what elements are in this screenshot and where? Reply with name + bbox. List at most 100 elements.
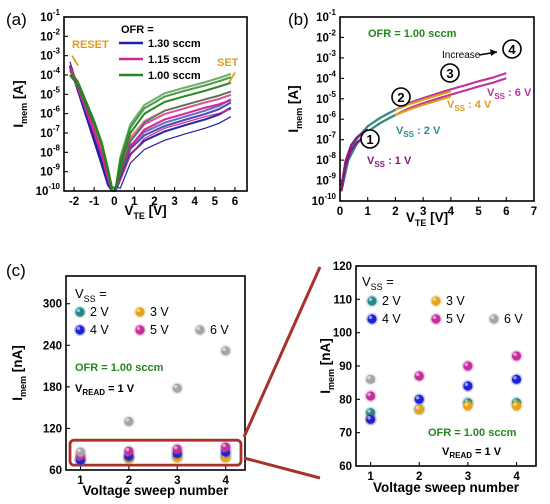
data-point <box>414 394 424 404</box>
series-return <box>69 70 232 188</box>
legend-label: 1.30 sccm <box>148 38 201 50</box>
legend-marker <box>195 325 205 335</box>
legend-title: OFR = <box>121 24 154 36</box>
x-tick-label: 6 <box>503 206 509 218</box>
data-point <box>221 442 231 452</box>
series-label-part: V <box>396 125 404 137</box>
data-point-highlight <box>464 382 469 387</box>
y-tick-label: 60 <box>49 465 62 477</box>
legend-label-part: 2 V <box>90 305 109 319</box>
x-tick-label-part: -1 <box>89 196 100 208</box>
legend-label-part: 1.15 sccm <box>148 54 201 66</box>
ofr-text-part: OFR = 1.00 sccm <box>75 362 164 374</box>
data-point <box>365 374 376 384</box>
data-point <box>365 414 376 424</box>
y-tick-label-part: 80 <box>339 394 352 406</box>
y-tick-label: 60 <box>339 461 352 473</box>
x-tick-label: 3 <box>465 471 471 483</box>
y-tick-label-part: 10 <box>316 73 329 85</box>
legend-marker-highlight <box>136 308 141 313</box>
y-tick-label-part: -2 <box>53 27 61 36</box>
series-label: VSS : 2 V <box>396 125 441 139</box>
y-tick-label-part: -9 <box>329 172 337 181</box>
panel-a-label: (a) <box>6 10 27 29</box>
data-point <box>221 346 231 356</box>
legend-marker <box>431 314 441 324</box>
y-tick-label-part: 10 <box>40 31 53 43</box>
panel-b-label: (b) <box>288 10 309 29</box>
y-axis-label-part: I <box>11 124 26 128</box>
x-tick-label: 6 <box>232 196 238 208</box>
data-point <box>414 404 424 414</box>
x-tick-label-part: 1 <box>367 471 374 483</box>
data-point <box>511 374 522 384</box>
x-tick-label-part: 3 <box>174 475 180 487</box>
y-axis-label-part: I <box>318 390 333 394</box>
legend-marker-highlight <box>432 315 437 320</box>
y-tick-label-part: 60 <box>339 461 352 473</box>
step-marker-label-part: 1 <box>366 132 373 147</box>
legend-label: 5 V <box>446 312 465 326</box>
vread-text-part: READ <box>449 451 472 460</box>
legend-marker-highlight <box>490 315 495 320</box>
legend-title-part: = <box>96 286 107 301</box>
step-marker-label: 2 <box>397 90 404 105</box>
series-label-part: SS <box>374 160 385 169</box>
y-tick-label-part: -3 <box>53 47 61 56</box>
panel-c-label-part: (c) <box>6 261 26 280</box>
step-marker-label-part: 3 <box>446 66 453 81</box>
legend-marker <box>367 296 377 306</box>
y-axis-label-part: mem <box>19 103 29 124</box>
legend-label: 4 V <box>90 323 109 337</box>
data-point <box>463 401 473 411</box>
y-axis-label: Imem [nA] <box>10 345 28 401</box>
data-point-highlight <box>513 375 517 380</box>
legend-label: 5 V <box>150 323 169 337</box>
x-tick-label-part: 2 <box>151 196 157 208</box>
vread-text-part: V <box>442 446 450 458</box>
y-tick-label-part: -4 <box>329 69 337 78</box>
set-annotation-part: SET <box>217 57 239 69</box>
data-point <box>511 401 522 411</box>
y-tick-label-part: 120 <box>43 423 62 435</box>
x-axis-label: Voltage sweep number <box>82 483 229 498</box>
y-tick-label-part: 10 <box>40 167 53 179</box>
y-tick-label-part: -5 <box>329 90 337 99</box>
y-tick-label: 10-10 <box>36 182 61 198</box>
legend-marker <box>367 314 377 324</box>
y-tick-label-part: 120 <box>333 261 352 273</box>
reset-annotation-part: RESET <box>72 39 109 51</box>
data-point <box>365 391 376 401</box>
y-tick-label-part: -9 <box>53 163 61 172</box>
legend-marker <box>431 296 441 306</box>
y-axis-label: Imem [nA] <box>318 338 336 394</box>
data-point <box>75 447 86 457</box>
data-point-highlight <box>464 362 469 367</box>
x-tick-label-part: 4 <box>222 475 229 487</box>
series-label-part: : 4 V <box>465 99 492 111</box>
x-tick-label: 4 <box>448 206 455 218</box>
zoom-callout-line <box>243 456 321 480</box>
y-tick-label: 10-9 <box>316 172 336 188</box>
y-axis-label: Imem [A] <box>11 80 29 127</box>
y-tick-label-part: -1 <box>329 8 337 17</box>
x-tick-label-part: 0 <box>337 206 343 218</box>
increase-text-part: Increase <box>442 50 481 61</box>
y-tick-label-part: -1 <box>53 8 61 17</box>
legend-title-part: V <box>75 286 84 301</box>
series-label-part: : 2 V <box>414 125 441 137</box>
data-point-highlight <box>415 405 420 410</box>
series-curve <box>69 73 232 193</box>
zoom-callout-line <box>242 266 322 438</box>
x-tick-label: 4 <box>513 471 520 483</box>
legend-marker <box>75 307 85 317</box>
x-axis-label: Voltage sweep number <box>373 480 520 495</box>
increase-text: Increase <box>442 50 481 61</box>
plot-frame <box>339 16 535 202</box>
legend-marker <box>489 314 499 324</box>
y-tick-label-part: 10 <box>316 114 329 126</box>
y-tick-label-part: 70 <box>339 428 352 440</box>
x-axis-label-part: [V] <box>426 210 448 225</box>
series-label: VSS : 4 V <box>447 99 492 113</box>
